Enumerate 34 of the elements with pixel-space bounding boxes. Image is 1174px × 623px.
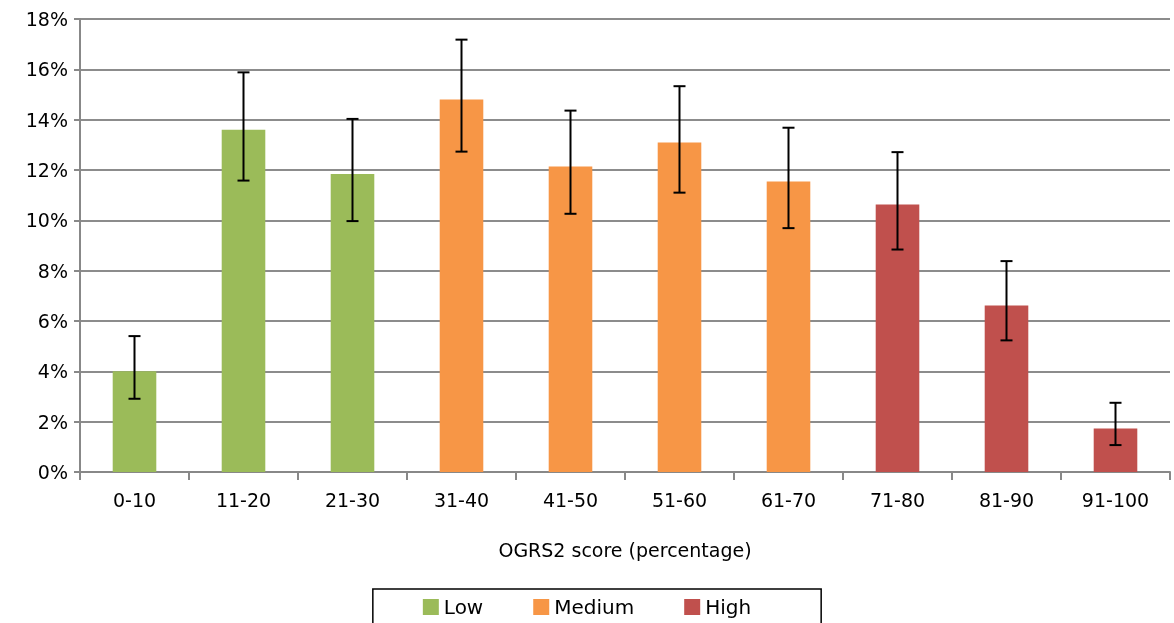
y-tick-label: 0%	[37, 461, 68, 483]
bar	[112, 371, 157, 472]
y-tick-label: 10%	[25, 209, 68, 232]
y-tick-label: 12%	[25, 159, 68, 181]
legend-label: Low	[443, 595, 484, 619]
y-tick-label: 14%	[25, 108, 68, 131]
legend-label: High	[705, 595, 752, 619]
bar	[766, 181, 811, 472]
bar	[548, 166, 593, 472]
y-tick-label: 16%	[25, 58, 68, 81]
x-tick-label: 31-40	[433, 488, 490, 511]
x-tick-label: 51-60	[651, 488, 708, 511]
x-tick-label: 0-10	[112, 488, 157, 511]
x-tick-label: 81-90	[978, 488, 1035, 511]
y-tick-label: 18%	[25, 8, 68, 30]
x-tick-label: 71-80	[869, 488, 926, 511]
x-tick-label: 61-70	[760, 488, 817, 511]
bar	[221, 129, 266, 472]
y-tick-label: 8%	[37, 259, 68, 282]
legend-label: Medium	[554, 595, 635, 619]
x-tick-label: 21-30	[324, 488, 381, 511]
bar	[984, 305, 1029, 472]
y-tick-label: 6%	[37, 310, 68, 332]
x-axis-title: OGRS2 score (percentage)	[498, 538, 752, 561]
x-tick-label: 41-50	[542, 488, 599, 511]
x-tick-label: 91-100	[1081, 488, 1150, 511]
bar	[330, 174, 375, 472]
y-tick-label: 4%	[37, 360, 68, 383]
y-tick-label: 2%	[37, 410, 68, 433]
bar	[657, 142, 702, 472]
bar	[439, 99, 484, 472]
x-tick-label: 11-20	[215, 488, 272, 511]
bar	[875, 204, 920, 472]
bar	[1093, 428, 1138, 472]
